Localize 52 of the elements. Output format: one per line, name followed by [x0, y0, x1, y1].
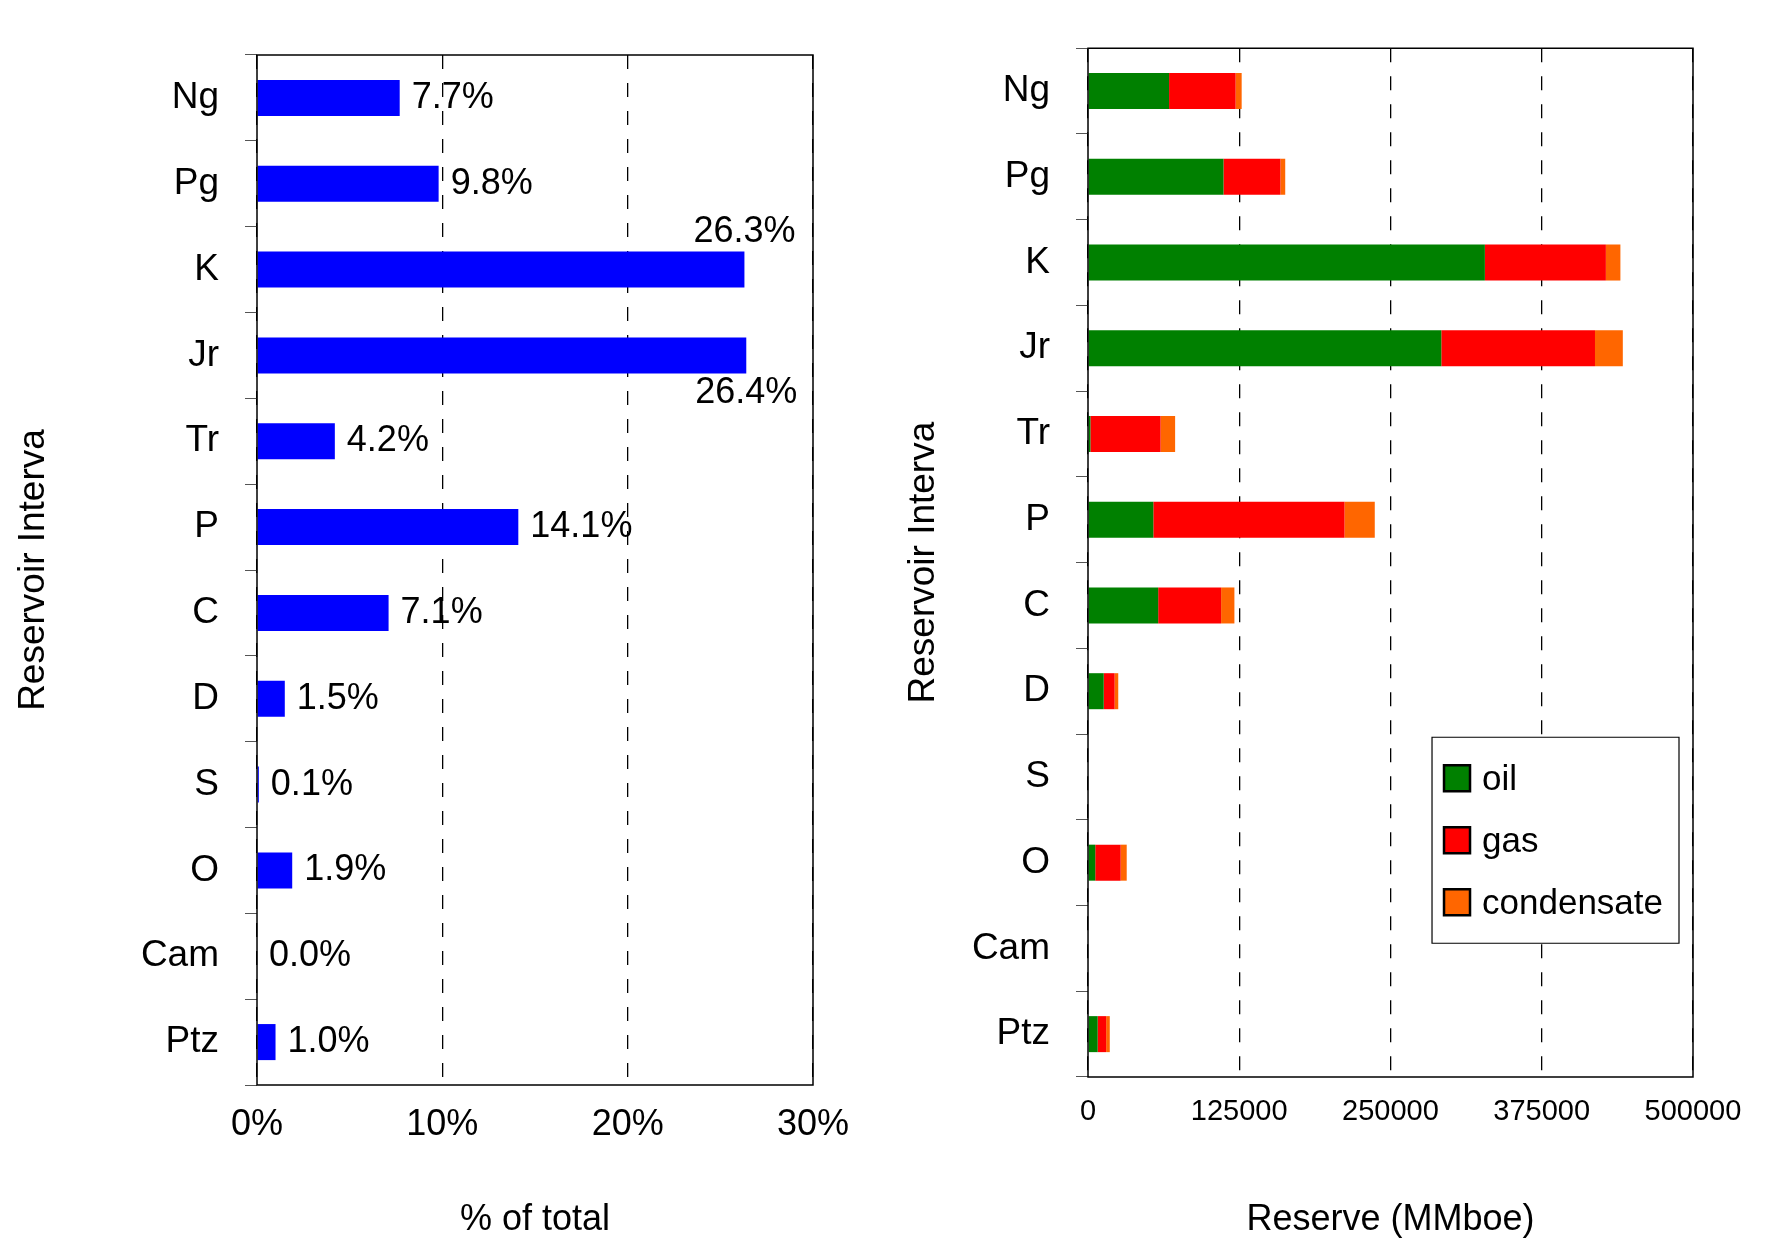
y-tick-label: Pg: [173, 160, 219, 202]
y-tick-label: Pg: [1004, 154, 1050, 195]
y-tick-label: Tr: [1016, 411, 1050, 453]
legend-label: condensate: [1482, 881, 1663, 921]
y-tick-label: O: [1021, 839, 1050, 881]
x-tick-label: 20%: [591, 1101, 664, 1143]
x-tick-label: 0: [1079, 1094, 1097, 1127]
x-tick-label: 30%: [776, 1101, 850, 1143]
x-tick-label: 10%: [406, 1101, 479, 1143]
y-tick-label: O: [190, 847, 219, 889]
x-tick-label: 0%: [230, 1101, 284, 1143]
data-label: 9.8%: [450, 160, 533, 202]
data-label: 7.7%: [411, 74, 494, 116]
x-tick-label: 125000: [1190, 1094, 1288, 1127]
data-label: 26.3%: [693, 208, 796, 250]
y-tick-label: S: [194, 761, 219, 803]
data-label: 0.1%: [270, 761, 353, 803]
data-label: 4.2%: [346, 418, 429, 460]
y-tick-label: Ptz: [165, 1019, 219, 1061]
y-tick-label: C: [1023, 582, 1050, 624]
y-axis-title: Reservoir Interva: [901, 421, 943, 704]
y-tick-label: K: [194, 246, 220, 288]
x-axis-title: % of total: [459, 1197, 611, 1239]
x-tick-label: 500000: [1644, 1094, 1742, 1127]
y-tick-label: P: [194, 504, 219, 546]
y-tick-label: D: [192, 675, 219, 717]
legend-label: gas: [1482, 819, 1539, 859]
data-label: 14.1%: [530, 504, 633, 546]
y-tick-label: C: [192, 590, 219, 632]
y-tick-label: Ng: [1002, 68, 1050, 110]
y-tick-label: Ptz: [996, 1011, 1050, 1053]
y-tick-label: Jr: [188, 332, 219, 374]
data-label: 1.9%: [304, 847, 387, 889]
x-tick-label: 375000: [1493, 1094, 1591, 1127]
y-tick-label: Tr: [185, 418, 219, 460]
y-tick-label: Jr: [1019, 325, 1050, 367]
y-tick-label: Ng: [171, 75, 219, 117]
x-tick-label: 250000: [1342, 1094, 1439, 1127]
y-axis-title: Reservoir Interva: [11, 428, 53, 711]
data-label: 1.5%: [296, 675, 379, 717]
y-tick-label: Cam: [140, 933, 219, 975]
data-label: 1.0%: [287, 1019, 370, 1061]
x-axis-title: Reserve (MMboe): [1246, 1197, 1535, 1239]
y-tick-label: D: [1023, 668, 1050, 710]
y-tick-label: Cam: [971, 925, 1050, 967]
y-tick-label: S: [1025, 754, 1050, 796]
y-tick-label: K: [1025, 239, 1051, 281]
data-label: 7.1%: [400, 589, 483, 631]
y-tick-label: P: [1025, 496, 1050, 538]
legend-label: oil: [1482, 757, 1518, 797]
data-label: 0.0%: [269, 933, 352, 975]
data-label: 26.4%: [695, 370, 798, 412]
